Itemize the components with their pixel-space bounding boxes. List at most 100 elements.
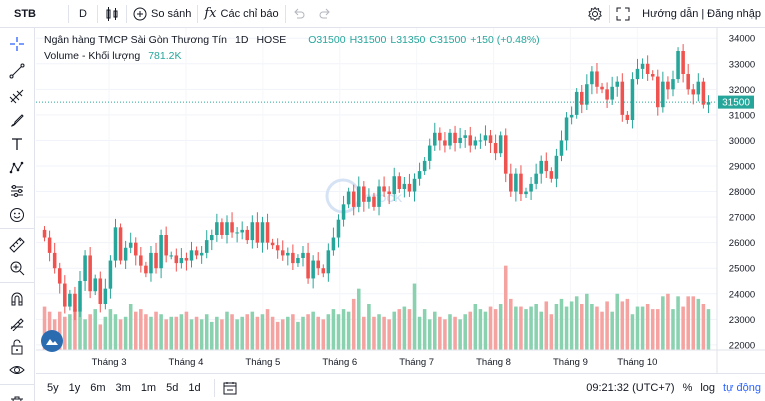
volume-bar	[615, 293, 620, 350]
active-indicator	[1, 32, 4, 56]
redo-button[interactable]	[312, 0, 338, 28]
volume-bar	[336, 314, 341, 350]
volume-bar	[635, 306, 640, 350]
volume-bar	[194, 316, 199, 350]
volume-bar	[270, 316, 275, 350]
candle-body	[650, 74, 655, 77]
compare-button[interactable]: So sánh	[127, 0, 197, 28]
volume-bar	[275, 321, 280, 350]
volume-bar	[225, 311, 229, 350]
volume-bar	[529, 306, 533, 350]
candle-body	[579, 91, 584, 105]
symbol-search-button[interactable]: STB	[0, 0, 68, 28]
pattern-icon[interactable]	[8, 159, 26, 177]
log-toggle[interactable]: log	[700, 382, 716, 394]
price-tick-label: 25000	[729, 264, 755, 275]
volume-bar	[199, 319, 204, 350]
candle-body	[240, 229, 244, 233]
pitchfork-icon[interactable]	[8, 87, 26, 105]
chart-style-button[interactable]	[98, 0, 126, 28]
range-1d[interactable]: 1d	[188, 381, 201, 394]
candle-body	[417, 171, 422, 179]
candle-body	[645, 63, 650, 74]
eye-icon[interactable]	[8, 361, 26, 379]
range-5y[interactable]: 5y	[47, 381, 59, 394]
trend-line-icon[interactable]	[8, 62, 26, 80]
trash-icon[interactable]	[8, 394, 26, 401]
candle-body	[534, 173, 538, 184]
volume-bar	[139, 309, 143, 350]
volume-bar	[301, 316, 305, 350]
volume-bar	[691, 296, 696, 350]
zoom-in-icon[interactable]	[8, 259, 26, 277]
volume-bar	[595, 306, 599, 350]
range-5d[interactable]: 5d	[166, 381, 179, 394]
range-1y[interactable]: 1y	[68, 381, 81, 394]
toolbar-divider	[197, 4, 199, 23]
candle-body	[706, 102, 711, 105]
forecast-icon[interactable]	[8, 182, 26, 200]
price-tick-label: 32000	[729, 85, 755, 96]
text-icon[interactable]	[8, 135, 26, 153]
candle-body	[301, 252, 305, 258]
volume-bar	[610, 311, 614, 350]
link-separator: |	[701, 8, 705, 20]
price-tick-label: 27000	[729, 213, 755, 224]
volume-bar	[498, 304, 503, 350]
volume-bar	[189, 319, 194, 350]
settings-button[interactable]	[581, 0, 609, 28]
volume-bar	[681, 306, 685, 350]
emoji-icon[interactable]	[8, 206, 26, 224]
range-3m[interactable]: 3m	[115, 381, 131, 394]
percent-toggle[interactable]: %	[682, 382, 693, 394]
brush-icon[interactable]	[8, 111, 26, 129]
goto-date-button[interactable]	[223, 381, 237, 395]
price-tick-label: 30000	[729, 136, 755, 147]
range-1m[interactable]: 1m	[140, 381, 157, 394]
volume-bar	[382, 316, 386, 350]
guide-link[interactable]: Hướng dẫn	[642, 8, 699, 20]
fullscreen-button[interactable]	[610, 0, 636, 28]
lock-draw-icon[interactable]	[8, 314, 26, 332]
unlock-icon[interactable]	[8, 338, 26, 356]
interval-button[interactable]: D	[69, 0, 97, 28]
volume-bar	[392, 311, 397, 350]
price-tick-label: 33000	[729, 59, 755, 70]
volume-bars	[42, 265, 711, 350]
auto-toggle[interactable]: tự động	[723, 382, 761, 394]
volume-bar	[590, 304, 594, 350]
candle-body	[341, 204, 346, 220]
candle-body	[407, 183, 412, 192]
volume-bar	[240, 316, 244, 350]
volume-bar	[210, 321, 214, 350]
ruler-icon[interactable]	[8, 236, 26, 254]
candle-body	[123, 247, 128, 261]
crosshair-icon[interactable]	[8, 35, 26, 53]
candle-body	[549, 171, 554, 179]
indicators-label: Các chỉ báo	[220, 7, 279, 20]
candle-body	[108, 260, 113, 289]
candle-body	[585, 84, 589, 105]
candle-body	[194, 250, 199, 256]
magnet-icon[interactable]	[8, 290, 26, 308]
volume-bar	[422, 309, 427, 350]
price-tick-label: 31000	[729, 110, 755, 121]
volume-bar	[235, 319, 239, 350]
undo-button[interactable]	[286, 0, 312, 28]
login-link[interactable]: Đăng nhập	[707, 8, 761, 20]
price-tick-label: 24000	[729, 289, 755, 300]
time-tick-label: Tháng 10	[617, 357, 657, 368]
volume-bar	[569, 301, 574, 350]
chevron-right-icon[interactable]	[28, 31, 34, 49]
indicators-button[interactable]: fx Các chỉ báo	[198, 0, 284, 28]
cloud-icon	[46, 339, 58, 345]
time-tick-label: Tháng 3	[92, 357, 127, 368]
legend-interval: 1D	[235, 34, 249, 46]
price-axis: 34000 33000 32000 31000 30000 29000 28000 27000…	[716, 28, 755, 373]
clock-time[interactable]: 09:21:32 (UTC+7)	[586, 382, 675, 394]
candle-body	[635, 68, 640, 80]
volume-bar	[402, 306, 407, 350]
range-6m[interactable]: 6m	[90, 381, 106, 394]
volume-bar	[372, 316, 376, 350]
price-chart[interactable]: STOCK 3400033000320003100030000290002800…	[36, 28, 765, 373]
